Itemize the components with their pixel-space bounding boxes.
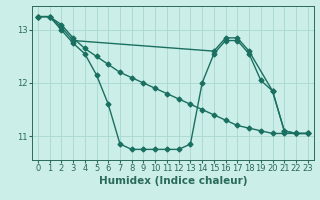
X-axis label: Humidex (Indice chaleur): Humidex (Indice chaleur) xyxy=(99,176,247,186)
